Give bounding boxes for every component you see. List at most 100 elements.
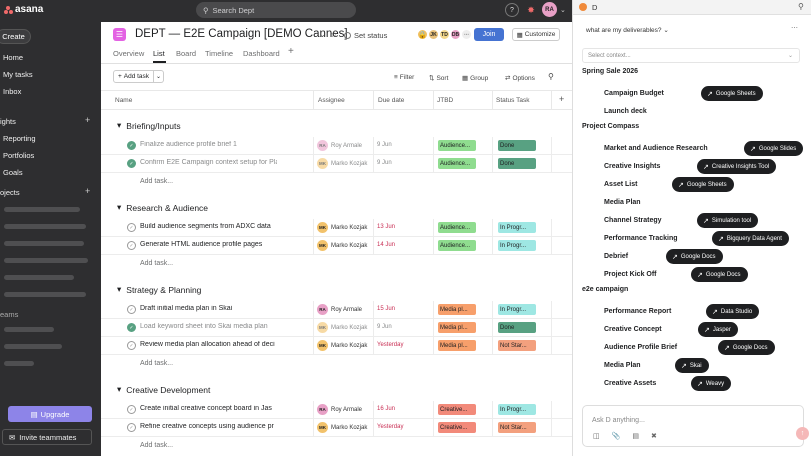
sidebar-item-inbox[interactable]: Inbox — [3, 87, 22, 96]
table-row[interactable]: ✓ Draft initial media plan in Skai RA Roy … — [101, 301, 572, 319]
assignee-cell[interactable]: MK Marko Kozjak — [317, 322, 367, 333]
complete-task-checkbox[interactable]: ✓ — [127, 141, 136, 150]
attach-icon[interactable]: 📎 — [611, 433, 621, 440]
status-badge[interactable]: Done — [498, 158, 536, 169]
join-button[interactable]: Join — [474, 28, 504, 41]
due-date[interactable]: 15 Jun — [377, 306, 396, 312]
assignee-cell[interactable]: RA Roy Armale — [317, 140, 362, 151]
due-date[interactable]: Yesterday — [377, 342, 404, 348]
open-tool-button[interactable]: ↗ Data Studio — [706, 304, 760, 319]
member-avatar[interactable]: DB — [450, 29, 461, 40]
deliverable-item[interactable]: Campaign Budget — [604, 90, 664, 97]
add-task-button[interactable]: + Add task — [113, 70, 154, 83]
open-tool-button[interactable]: ↗ Google Slides — [744, 141, 804, 156]
open-tool-button[interactable]: ↗ Google Sheets — [701, 86, 763, 101]
project-item[interactable] — [4, 207, 80, 212]
chevron-down-icon[interactable]: ▾ — [117, 120, 122, 130]
group-button[interactable]: ▦ Group — [462, 74, 488, 83]
task-name[interactable]: Finalize audience profile brief 1 — [140, 141, 277, 148]
user-avatar[interactable]: RA — [542, 2, 557, 17]
jtbd-tag[interactable]: Audience... — [438, 140, 476, 151]
options-button[interactable]: ⇄ Options — [505, 74, 535, 83]
table-row[interactable]: ✓ Build audience segments from ADXC data … — [101, 219, 572, 237]
search-icon[interactable]: ⚲ — [548, 72, 554, 81]
due-date[interactable]: 9 Jun — [377, 160, 392, 166]
due-date[interactable]: 13 Jun — [377, 224, 396, 230]
open-tool-button[interactable]: ↗ Google Docs — [718, 340, 775, 355]
sidebar-item-reporting[interactable]: Reporting — [3, 134, 36, 143]
deliverable-item[interactable]: Creative Concept — [604, 326, 662, 333]
jtbd-tag[interactable]: Creative... — [438, 404, 476, 415]
star-icon[interactable]: ☆ — [330, 29, 339, 39]
set-status-button[interactable]: Set status — [344, 31, 387, 40]
task-name[interactable]: Confirm E2E Campaign context setup for P… — [140, 159, 277, 166]
chevron-down-icon[interactable]: ⌄ — [319, 30, 326, 39]
project-item[interactable] — [4, 275, 74, 280]
open-tool-button[interactable]: ↗ Google Sheets — [672, 177, 734, 192]
task-name[interactable]: Refine creative concepts using audience … — [140, 423, 277, 430]
more-options-icon[interactable]: ⋯ — [791, 25, 798, 32]
status-badge[interactable]: Done — [498, 140, 536, 151]
chevron-down-icon[interactable]: ⌄ — [560, 7, 566, 14]
due-date[interactable]: 9 Jun — [377, 142, 392, 148]
add-task-inline[interactable]: Add task... — [140, 260, 174, 267]
jtbd-tag[interactable]: Media pl... — [438, 322, 476, 333]
status-badge[interactable]: In Progr... — [498, 240, 536, 251]
column-header-status[interactable]: Status Task — [496, 97, 530, 104]
table-row[interactable]: ✓ Review media plan allocation ahead of d… — [101, 337, 572, 355]
open-tool-button[interactable]: ↗ Skai — [675, 358, 709, 373]
upgrade-button[interactable]: ▤ Upgrade — [8, 406, 92, 422]
tab-list[interactable]: List — [153, 49, 165, 58]
complete-task-checkbox[interactable]: ✓ — [127, 223, 136, 232]
open-tool-button[interactable]: ↗ Google Docs — [691, 267, 748, 282]
due-date[interactable]: 16 Jun — [377, 406, 396, 412]
deliverable-item[interactable]: Creative Assets — [604, 380, 657, 387]
search-input[interactable]: ⚲ Search Dept — [196, 2, 356, 18]
add-task-inline[interactable]: Add task... — [140, 442, 174, 449]
open-tool-button[interactable]: ↗ Simulation tool — [697, 213, 759, 228]
status-badge[interactable]: Done — [498, 322, 536, 333]
deliverable-item[interactable]: Creative Insights — [604, 163, 661, 170]
document-icon[interactable]: ▤ — [632, 433, 639, 440]
project-item[interactable] — [4, 258, 88, 263]
status-badge[interactable]: In Progr... — [498, 304, 536, 315]
complete-task-checkbox[interactable]: ✓ — [127, 341, 136, 350]
deliverable-item[interactable]: Audience Profile Brief — [604, 344, 678, 351]
add-insight-icon[interactable]: + — [85, 115, 91, 125]
complete-task-checkbox[interactable]: ✓ — [127, 241, 136, 250]
sidebar-section-teams[interactable]: eams — [0, 310, 19, 319]
sidebar-section-insights[interactable]: ights — [0, 117, 16, 126]
jtbd-tag[interactable]: Creative... — [438, 422, 476, 433]
complete-task-checkbox[interactable]: ✓ — [127, 423, 136, 432]
page-title[interactable]: DEPT — E2E Campaign [DEMO Cannes] — [135, 28, 348, 40]
asana-logo[interactable]: asana — [4, 4, 43, 15]
deliverable-item[interactable]: Performance Report — [604, 308, 672, 315]
section-header[interactable]: ▾ Research & Audience — [117, 202, 208, 213]
sort-button[interactable]: ⇅ Sort — [429, 74, 448, 83]
deliverable-item[interactable]: Market and Audience Research — [604, 145, 708, 152]
tools-icon[interactable]: ✖ — [650, 433, 657, 440]
table-row[interactable]: ✓ Refine creative concepts using audience… — [101, 419, 572, 437]
status-badge[interactable]: In Progr... — [498, 404, 536, 415]
deliverable-item[interactable]: Channel Strategy — [604, 217, 662, 224]
create-button[interactable]: Create — [0, 29, 31, 44]
chevron-down-icon[interactable]: ▾ — [117, 202, 122, 212]
sidebar-item-goals[interactable]: Goals — [3, 168, 23, 177]
task-name[interactable]: Build audience segments from ADXC data — [140, 223, 277, 230]
task-name[interactable]: Review media plan allocation ahead of de… — [140, 341, 277, 348]
assignee-cell[interactable]: MK Marko Kozjak — [317, 340, 367, 351]
assignee-cell[interactable]: MK Marko Kozjak — [317, 240, 367, 251]
deliverable-item[interactable]: Asset List — [604, 181, 638, 188]
open-tool-button[interactable]: ↗ Creative Insights Tool — [697, 159, 777, 174]
open-tool-button[interactable]: ↗ Google Docs — [666, 249, 723, 264]
chevron-down-icon[interactable]: ▾ — [117, 384, 122, 394]
jtbd-tag[interactable]: Media pl... — [438, 304, 476, 315]
complete-task-checkbox[interactable]: ✓ — [127, 323, 136, 332]
context-select[interactable]: Select context... ⌄ — [582, 48, 800, 63]
due-date[interactable]: 14 Jun — [377, 242, 396, 248]
sidebar-item-home[interactable]: Home — [3, 53, 24, 62]
jtbd-tag[interactable]: Audience... — [438, 158, 476, 169]
tab-timeline[interactable]: Timeline — [205, 49, 234, 58]
status-badge[interactable]: Not Star... — [498, 340, 536, 351]
open-tool-button[interactable]: ↗ Weavy — [691, 376, 732, 391]
